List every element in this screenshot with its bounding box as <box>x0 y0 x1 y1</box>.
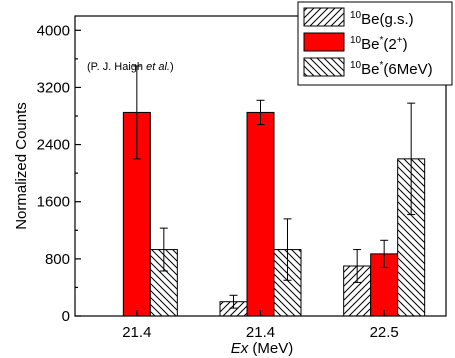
x-axis: 21.4 21.4 22.5 <box>122 310 399 341</box>
legend: 10Be(g.s.) 10Be*(2+) 10Be*(6MeV) <box>297 1 453 86</box>
legend-label: 10Be*(6MeV) <box>350 60 433 78</box>
chart-annotation: (P. J. Haigh et al.) <box>87 61 174 73</box>
y-tick-label: 800 <box>45 251 70 268</box>
bars <box>122 111 426 317</box>
y-axis-title: Normalized Counts <box>13 102 30 230</box>
annotation-suffix: ) <box>170 61 174 73</box>
legend-swatch <box>303 7 345 27</box>
y-tick-label: 4000 <box>37 22 70 39</box>
y-tick-label: 3200 <box>37 79 70 96</box>
legend-swatch <box>303 32 345 52</box>
y-tick-label: 2400 <box>37 137 70 154</box>
x-axis-title: Ex (MeV) <box>231 340 294 357</box>
annotation-italic: et al. <box>146 61 170 73</box>
annotation-prefix: (P. J. Haigh <box>87 61 146 73</box>
legend-label: 10Be(g.s.) <box>350 10 414 28</box>
x-axis-title-italic: Ex <box>231 340 249 357</box>
y-tick-label: 0 <box>62 308 70 325</box>
x-tick-label: 21.4 <box>246 324 275 341</box>
error-bars <box>132 65 416 309</box>
bar <box>246 111 275 317</box>
x-axis-title-unit: (MeV) <box>248 340 293 357</box>
legend-label: 10Be*(2+) <box>350 35 408 53</box>
x-tick-label: 21.4 <box>122 324 151 341</box>
x-tick-label: 22.5 <box>370 324 399 341</box>
legend-swatch <box>303 57 345 77</box>
y-axis: 0 800 1600 2400 3200 4000 <box>37 22 81 325</box>
y-tick-label: 1600 <box>37 194 70 211</box>
